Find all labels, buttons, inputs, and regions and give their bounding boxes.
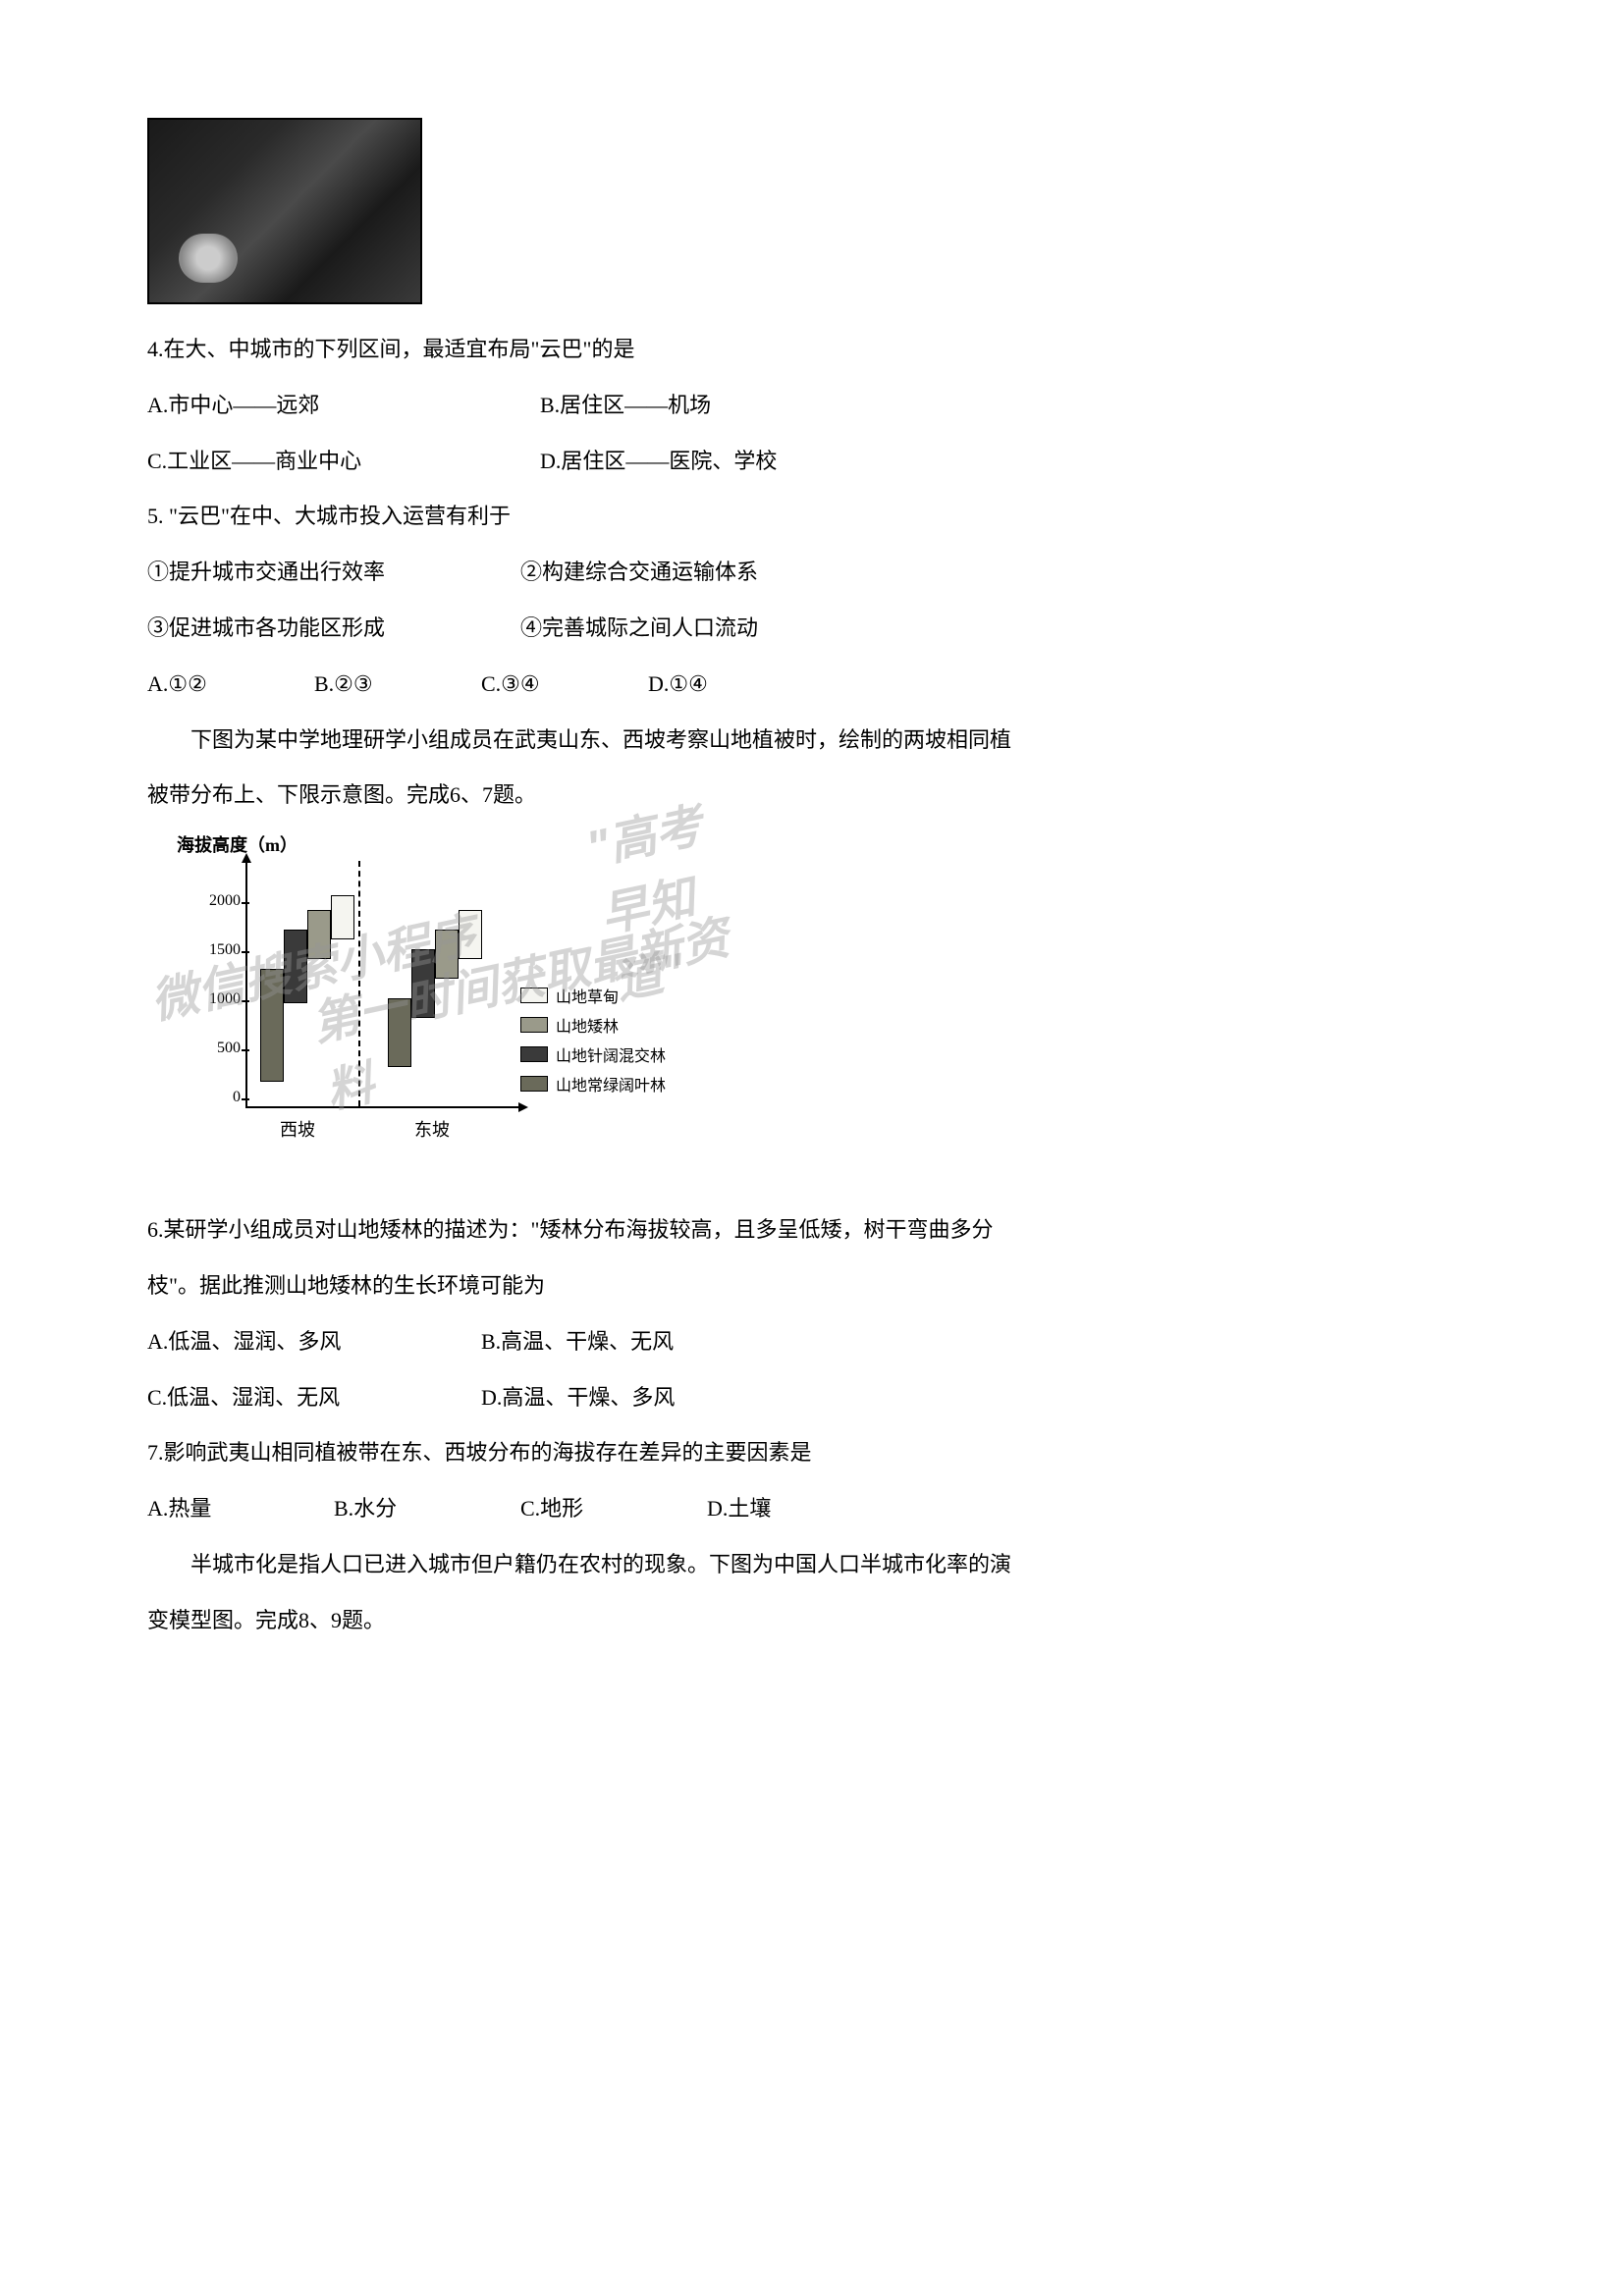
y-tick-label: 0	[196, 1089, 241, 1106]
intro67-line1: 下图为某中学地理研学小组成员在武夷山东、西坡考察山地植被时，绘制的两坡相同植	[147, 715, 1477, 767]
intro89-line1: 半城市化是指人口已进入城市但户籍仍在农村的现象。下图为中国人口半城市化率的演	[147, 1539, 1477, 1591]
chart-legend: 山地草甸山地矮林山地针阔混交林山地常绿阔叶林	[520, 984, 666, 1101]
q5-stmt4: ④完善城际之间人口流动	[520, 603, 758, 655]
chart-title: 海拔高度（m）	[177, 831, 298, 857]
q6-optD: D.高温、干燥、多风	[481, 1372, 675, 1424]
chart-bar	[459, 910, 482, 959]
q7-optB: B.水分	[334, 1483, 471, 1535]
legend-item: 山地针阔混交林	[520, 1042, 666, 1066]
chart-bar	[307, 910, 331, 959]
y-tick-label: 2000	[196, 892, 241, 910]
q4-text: 4.在大、中城市的下列区间，最适宜布局"云巴"的是	[147, 324, 1477, 376]
q6-optA: A.低温、湿润、多风	[147, 1316, 403, 1368]
legend-label: 山地草甸	[556, 984, 619, 1007]
chart-bar	[435, 930, 459, 979]
y-tick-mark	[242, 1098, 249, 1100]
legend-label: 山地针阔混交林	[556, 1042, 666, 1066]
q6-options-row1: A.低温、湿润、多风 B.高温、干燥、无风	[147, 1316, 1477, 1368]
chart-divider	[358, 861, 360, 1106]
q5-stmt2: ②构建综合交通运输体系	[520, 547, 758, 599]
q5-text: 5. "云巴"在中、大城市投入运营有利于	[147, 491, 1477, 543]
y-tick-label: 1000	[196, 990, 241, 1008]
q4-optB: B.居住区——机场	[540, 380, 711, 432]
y-axis	[245, 861, 247, 1106]
chart-bar	[411, 949, 435, 1018]
q7-text: 7.影响武夷山相同植被带在东、西坡分布的海拔存在差异的主要因素是	[147, 1427, 1477, 1479]
q5-optB: B.②③	[314, 659, 432, 711]
q7-optD: D.土壤	[707, 1483, 844, 1535]
q7-optA: A.热量	[147, 1483, 285, 1535]
q6-optC: C.低温、湿润、无风	[147, 1372, 403, 1424]
legend-item: 山地常绿阔叶林	[520, 1072, 666, 1095]
legend-swatch	[520, 988, 548, 1003]
q5-stmt1: ①提升城市交通出行效率	[147, 547, 442, 599]
yunba-photo	[147, 118, 422, 304]
y-tick-mark	[242, 951, 249, 953]
legend-swatch	[520, 1046, 548, 1062]
q4-optC: C.工业区——商业中心	[147, 436, 461, 488]
intro89-line2: 变模型图。完成8、9题。	[147, 1595, 1477, 1647]
q5-optC: C.③④	[481, 659, 599, 711]
x-label: 东坡	[414, 1116, 450, 1142]
q6-line1: 6.某研学小组成员对山地矮林的描述为："矮林分布海拔较高，且多呈低矮，树干弯曲多…	[147, 1204, 1477, 1256]
q5-stmts-row1: ①提升城市交通出行效率 ②构建综合交通运输体系	[147, 547, 1477, 599]
q5-stmt3: ③促进城市各功能区形成	[147, 603, 442, 655]
q4-options-row2: C.工业区——商业中心 D.居住区——医院、学校	[147, 436, 1477, 488]
legend-label: 山地常绿阔叶林	[556, 1072, 666, 1095]
q5-optD: D.①④	[648, 659, 766, 711]
q7-options: A.热量 B.水分 C.地形 D.土壤	[147, 1483, 1477, 1535]
q6-optB: B.高温、干燥、无风	[481, 1316, 674, 1368]
y-tick-label: 1500	[196, 941, 241, 959]
y-tick-mark	[242, 902, 249, 904]
q7-optC: C.地形	[520, 1483, 658, 1535]
legend-swatch	[520, 1076, 548, 1092]
q4-optD: D.居住区——医院、学校	[540, 436, 777, 488]
legend-item: 山地草甸	[520, 984, 666, 1007]
legend-item: 山地矮林	[520, 1013, 666, 1037]
q6-line2: 枝"。据此推测山地矮林的生长环境可能为	[147, 1260, 1477, 1312]
chart-bar	[284, 930, 307, 1003]
q4-options-row1: A.市中心——远郊 B.居住区——机场	[147, 380, 1477, 432]
chart-bar	[331, 895, 354, 939]
x-label: 西坡	[280, 1116, 315, 1142]
y-tick-mark	[242, 1049, 249, 1051]
q6-options-row2: C.低温、湿润、无风 D.高温、干燥、多风	[147, 1372, 1477, 1424]
intro67-line2: 被带分布上、下限示意图。完成6、7题。	[147, 770, 1477, 822]
q5-options: A.①② B.②③ C.③④ D.①④	[147, 659, 1477, 711]
legend-label: 山地矮林	[556, 1013, 619, 1037]
legend-swatch	[520, 1017, 548, 1033]
x-axis	[245, 1106, 520, 1108]
chart-bar	[260, 969, 284, 1082]
vegetation-chart: 海拔高度（m） 0 500 1000 1500 2000 西坡 东坡 山地草甸山地矮林山地针…	[167, 831, 756, 1185]
chart-bar	[388, 998, 411, 1067]
q5-stmts-row2: ③促进城市各功能区形成 ④完善城际之间人口流动	[147, 603, 1477, 655]
y-tick-label: 500	[196, 1040, 241, 1057]
y-tick-mark	[242, 1000, 249, 1002]
q5-optA: A.①②	[147, 659, 265, 711]
q4-optA: A.市中心——远郊	[147, 380, 461, 432]
